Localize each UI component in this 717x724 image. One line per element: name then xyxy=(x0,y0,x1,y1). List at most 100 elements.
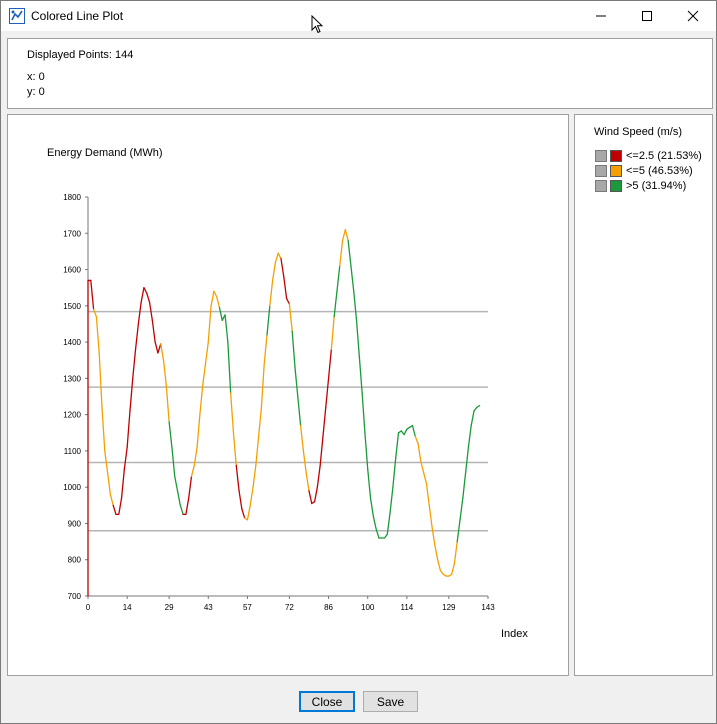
line-segment xyxy=(369,497,374,517)
line-segment xyxy=(383,533,388,539)
chart-panel[interactable]: Energy Demand (MWh) Index 700 800 900 1000 110… xyxy=(7,114,569,676)
y-tick-label: 1000 xyxy=(63,483,81,492)
minimize-button[interactable] xyxy=(578,1,624,31)
line-segment xyxy=(126,410,131,448)
close-window-button[interactable] xyxy=(670,1,716,31)
line-segment xyxy=(218,306,223,321)
y-coordinate-readout: y: 0 xyxy=(27,86,45,98)
line-segment xyxy=(420,461,425,474)
legend-item-high[interactable]: >5 (31.94%) xyxy=(595,180,686,193)
y-tick-label: 700 xyxy=(68,592,82,601)
line-segment xyxy=(476,404,481,409)
line-segment xyxy=(322,406,327,438)
line-segment xyxy=(92,308,98,318)
line-chart[interactable]: Energy Demand (MWh)Index7008009001000110… xyxy=(8,115,568,675)
line-segment xyxy=(227,341,232,394)
line-segment xyxy=(473,406,478,412)
line-segment xyxy=(230,392,235,434)
line-segment xyxy=(423,472,428,485)
line-segment xyxy=(277,252,282,260)
line-segment xyxy=(101,406,106,452)
x-axis-label: Index xyxy=(501,628,528,640)
line-segment xyxy=(283,276,288,300)
line-segment xyxy=(274,252,279,263)
line-segment xyxy=(120,468,126,499)
line-segment xyxy=(456,519,461,543)
y-tick-label: 1600 xyxy=(63,266,81,275)
line-segment xyxy=(386,511,391,535)
line-segment xyxy=(140,287,145,303)
line-segment xyxy=(146,292,151,303)
line-segment xyxy=(269,279,274,307)
line-segment xyxy=(288,303,293,332)
x-tick-label: 57 xyxy=(243,603,252,612)
line-segment xyxy=(414,435,419,445)
line-segment xyxy=(464,446,470,474)
line-segment xyxy=(330,316,335,350)
legend-panel: Wind Speed (m/s) <=2.5 (21.53%) <=5 (46.… xyxy=(574,114,713,676)
line-segment xyxy=(129,377,134,412)
y-axis-label: Energy Demand (MWh) xyxy=(47,147,163,159)
line-segment xyxy=(257,406,263,438)
line-segment xyxy=(132,348,137,380)
line-segment xyxy=(193,446,198,467)
y-tick-label: 800 xyxy=(68,556,82,565)
y-tick-label: 1800 xyxy=(63,193,81,202)
mouse-cursor-icon xyxy=(311,15,324,34)
y-tick-label: 1500 xyxy=(63,302,81,311)
legend-checkbox[interactable] xyxy=(595,165,607,178)
title-bar: Colored Line Plot xyxy=(1,1,716,31)
legend-title: Wind Speed (m/s) xyxy=(594,126,683,138)
line-segment xyxy=(112,504,117,516)
line-segment xyxy=(266,305,271,336)
line-segment xyxy=(188,475,193,499)
line-segment xyxy=(260,363,265,409)
line-segment xyxy=(106,472,112,496)
save-button[interactable]: Save xyxy=(363,691,418,712)
line-segment xyxy=(327,348,333,380)
line-segment xyxy=(179,504,184,516)
line-segment xyxy=(291,330,296,369)
legend-item-mid[interactable]: <=5 (46.53%) xyxy=(595,165,693,178)
y-tick-label: 1400 xyxy=(63,338,81,347)
line-segment xyxy=(316,464,321,488)
legend-checkbox[interactable] xyxy=(595,150,607,163)
line-segment xyxy=(294,366,299,398)
line-segment xyxy=(104,450,109,474)
legend-label: <=2.5 (21.53%) xyxy=(626,150,702,163)
line-segment xyxy=(367,468,372,499)
line-segment xyxy=(263,334,268,365)
legend-item-low[interactable]: <=2.5 (21.53%) xyxy=(595,150,702,163)
line-segment xyxy=(353,290,358,321)
close-icon xyxy=(687,10,699,22)
legend-checkbox[interactable] xyxy=(595,180,607,193)
line-segment xyxy=(372,515,377,530)
line-segment xyxy=(210,290,215,307)
line-segment xyxy=(375,528,380,539)
line-segment xyxy=(238,490,243,510)
line-segment xyxy=(450,562,456,575)
x-tick-label: 29 xyxy=(165,603,174,612)
line-segment xyxy=(403,428,408,436)
x-tick-label: 129 xyxy=(442,603,456,612)
minimize-icon xyxy=(596,15,606,17)
line-segment xyxy=(123,446,128,470)
line-segment xyxy=(364,432,369,470)
x-tick-label: 43 xyxy=(204,603,213,612)
line-segment xyxy=(355,319,360,358)
line-segment xyxy=(411,424,416,438)
close-button[interactable]: Close xyxy=(299,691,355,712)
line-segment xyxy=(154,341,159,354)
maximize-button[interactable] xyxy=(624,1,670,31)
line-segment xyxy=(174,475,179,492)
info-panel: Displayed Points: 144 x: 0 y: 0 xyxy=(7,38,713,109)
line-segment xyxy=(235,464,240,492)
line-segment xyxy=(224,314,229,343)
line-segment xyxy=(467,424,472,448)
line-segment xyxy=(299,424,305,452)
chart-app-icon xyxy=(9,8,25,24)
line-segment xyxy=(137,301,142,325)
line-segment xyxy=(118,497,123,516)
window-title: Colored Line Plot xyxy=(31,9,124,23)
line-segment xyxy=(98,352,103,409)
